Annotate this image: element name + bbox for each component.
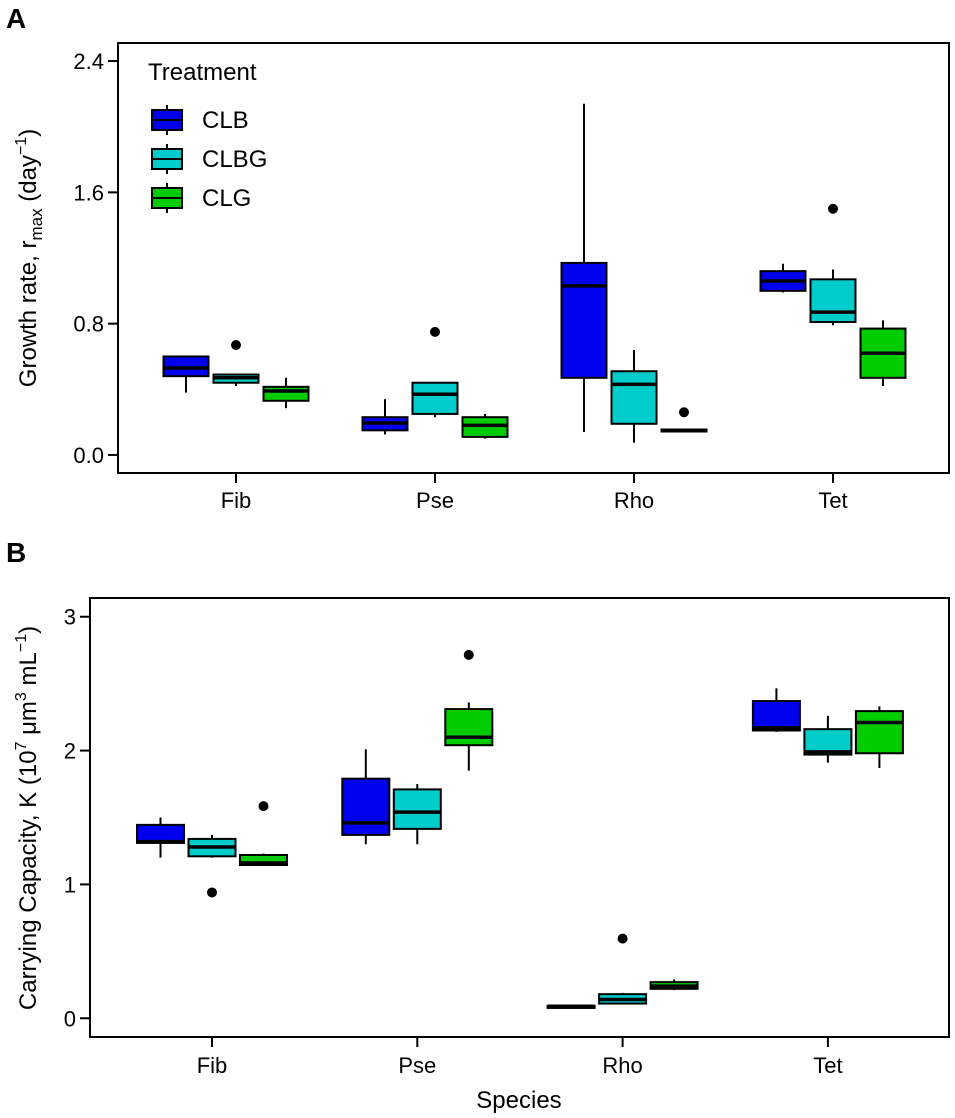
box-iqr	[809, 278, 857, 324]
box-clbg-fib	[212, 339, 260, 387]
box-clg-rho	[660, 407, 708, 433]
box-iqr	[560, 261, 608, 379]
y-axis-b: 0 1 2 3	[64, 605, 90, 1031]
box-clb-fib	[162, 355, 210, 393]
y-tick-label: 0.0	[73, 443, 104, 468]
box-clb-rho	[546, 1004, 596, 1009]
y-tick-label: 1	[64, 872, 76, 897]
box-clbg-rho	[610, 349, 658, 443]
y-tick-label: 3	[64, 605, 76, 630]
box-clbg-tet	[803, 715, 853, 763]
legend-label: CLBG	[202, 146, 267, 173]
box-clbg-fib	[187, 834, 237, 898]
x-tick-label: Rho	[614, 488, 654, 513]
box-iqr	[392, 788, 442, 830]
outlier-point	[679, 407, 689, 418]
x-tick-label: Fib	[221, 488, 252, 513]
box-iqr	[411, 381, 459, 415]
boxplots-b	[136, 649, 904, 1009]
box-clb-pse	[361, 399, 409, 435]
outlier-point	[828, 203, 838, 214]
box-clg-tet	[859, 320, 907, 387]
box-clg-pse	[444, 649, 494, 771]
legend-label: CLG	[202, 185, 251, 212]
y-axis-label-b: Carrying Capacity, K (107 μm3 mL−1)	[13, 626, 42, 1010]
box-iqr	[444, 708, 494, 747]
plot-frame-a	[117, 42, 950, 474]
box-clg-rho	[649, 979, 699, 991]
box-clbg-pse	[411, 326, 459, 418]
x-tick-label: Pse	[398, 1053, 436, 1078]
y-tick-label: 0.8	[73, 312, 104, 337]
box-iqr	[751, 700, 801, 732]
box-iqr	[262, 385, 310, 402]
legend-title: Treatment	[148, 59, 257, 86]
box-clbg-tet	[809, 203, 857, 326]
x-tick-label: Pse	[416, 488, 454, 513]
box-clb-rho	[560, 103, 608, 432]
outlier-point	[463, 649, 474, 660]
outlier-point	[258, 801, 269, 812]
y-tick-label: 1.6	[73, 180, 104, 205]
legend: Treatment CLB CLBG CLG	[148, 59, 267, 213]
box-clg-fib	[262, 377, 310, 409]
box-clg-pse	[461, 413, 509, 439]
box-iqr	[854, 710, 904, 755]
box-clb-tet	[751, 688, 801, 732]
boxplots-a	[162, 103, 907, 443]
legend-item-clg: CLG	[151, 183, 251, 213]
y-axis-a: 0.0 0.8 1.6 2.4	[73, 49, 118, 468]
box-clbg-pse	[392, 784, 442, 845]
box-clbg-rho	[598, 933, 648, 1005]
box-clb-tet	[759, 263, 807, 293]
outlier-point	[231, 339, 241, 350]
box-clg-fib	[239, 801, 288, 867]
legend-item-clb: CLB	[151, 105, 249, 135]
box-clb-pse	[341, 749, 391, 845]
legend-item-clbg: CLBG	[151, 144, 267, 174]
outlier-point	[207, 887, 217, 898]
y-axis-label-a: Growth rate, rmax (day−1)	[13, 129, 46, 387]
legend-label: CLB	[202, 107, 249, 134]
x-axis-label-b: Species	[476, 1087, 561, 1114]
x-tick-label: Rho	[602, 1053, 642, 1078]
panel-label-a: A	[6, 3, 26, 34]
y-tick-label: 2	[64, 739, 76, 764]
box-clb-fib	[136, 817, 185, 858]
x-tick-label: Fib	[197, 1053, 228, 1078]
outlier-point	[617, 933, 628, 944]
box-clg-tet	[854, 706, 904, 768]
x-tick-label: Tet	[818, 488, 847, 513]
x-tick-label: Tet	[813, 1053, 842, 1078]
box-iqr	[239, 853, 288, 867]
box-iqr	[610, 370, 658, 425]
x-axis-b: Fib Pse Rho Tet	[197, 1037, 843, 1078]
outlier-point	[430, 326, 440, 337]
y-tick-label: 2.4	[73, 49, 104, 74]
x-axis-a: Fib Pse Rho Tet	[221, 473, 848, 513]
box-iqr	[341, 777, 391, 836]
panel-label-b: B	[6, 537, 26, 568]
y-tick-label: 0	[64, 1006, 76, 1031]
plot-frame-b	[89, 597, 950, 1038]
